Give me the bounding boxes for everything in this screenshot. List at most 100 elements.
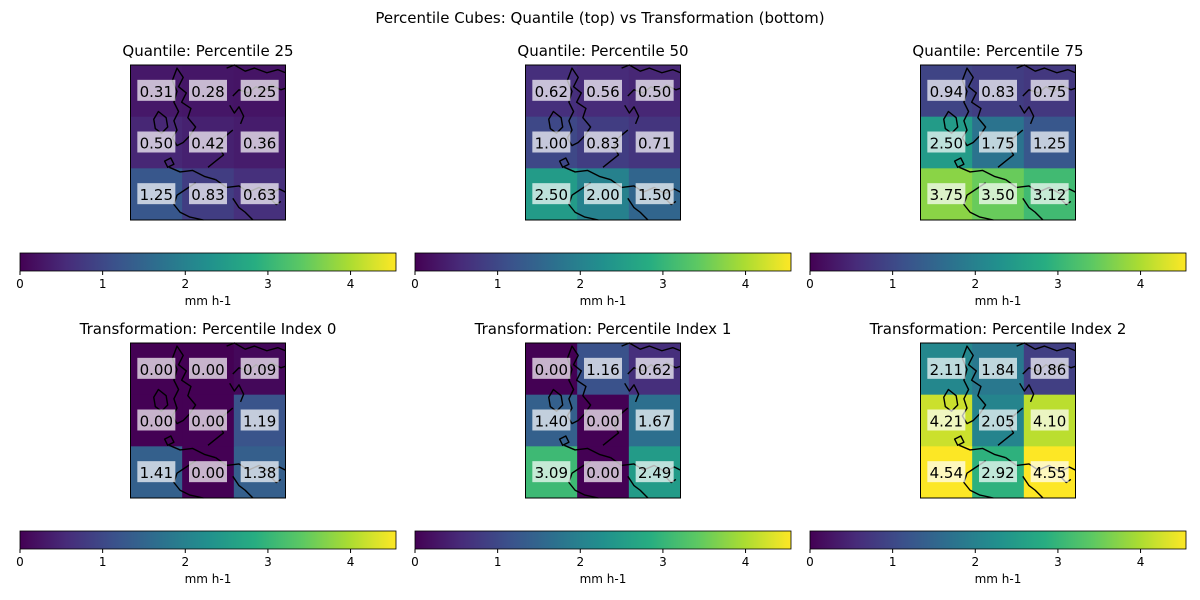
value-label-box <box>635 461 674 483</box>
value-label-box <box>1030 79 1069 101</box>
value-label: 0.83 <box>191 186 224 204</box>
value-label: 0.00 <box>535 361 568 379</box>
coastline <box>568 460 599 499</box>
value-label-box <box>979 461 1017 483</box>
colorbar-tick-label: 4 <box>742 277 750 291</box>
value-label-box <box>532 131 571 153</box>
coastline <box>627 475 649 499</box>
colorbar <box>809 252 1187 272</box>
value-label-box <box>927 183 966 205</box>
value-label: 1.50 <box>638 186 671 204</box>
value-label: 2.50 <box>535 186 568 204</box>
value-label: 3.50 <box>981 186 1014 204</box>
chart-panel-6: Transformation: Percentile Index 2 2.11 1.… <box>806 320 1187 586</box>
map-frame <box>525 342 681 499</box>
colorbar-tick-label: 0 <box>411 555 419 569</box>
colorbar-tick-label: 0 <box>16 277 24 291</box>
coastline <box>558 157 570 169</box>
value-label-box <box>979 79 1017 101</box>
value-label: 0.86 <box>1033 361 1066 379</box>
value-label: 1.75 <box>981 135 1014 153</box>
value-label-box <box>189 183 227 205</box>
colorbar-tick-label: 4 <box>742 555 750 569</box>
coastline <box>171 67 197 147</box>
colorbar-tick-label: 3 <box>659 277 667 291</box>
value-label: 1.84 <box>981 361 1014 379</box>
value-label-box <box>532 409 571 431</box>
value-label: 2.11 <box>930 361 963 379</box>
colorbar-tick-label: 2 <box>576 555 584 569</box>
colorbar-tick-label: 1 <box>494 555 502 569</box>
value-label: 1.38 <box>243 464 276 482</box>
value-label: 1.41 <box>140 464 173 482</box>
value-label: 0.42 <box>191 135 224 153</box>
coastline <box>566 345 592 425</box>
value-label-box <box>927 357 966 379</box>
colorbar-label: mm h-1 <box>975 572 1022 586</box>
value-label: 0.62 <box>535 83 568 101</box>
value-label-box <box>189 131 227 153</box>
value-label-box <box>635 79 674 101</box>
colorbar-tick-label: 1 <box>99 555 107 569</box>
value-label: 4.55 <box>1033 464 1066 482</box>
value-label-box <box>1030 183 1069 205</box>
colorbar-tick-label: 0 <box>411 277 419 291</box>
colorbar-tick-label: 3 <box>1054 277 1062 291</box>
value-label-box <box>927 131 966 153</box>
value-label: 4.54 <box>930 464 963 482</box>
value-label-box <box>927 79 966 101</box>
coastline <box>173 460 204 499</box>
value-label-box <box>137 183 176 205</box>
value-label-box <box>137 357 176 379</box>
value-label-box <box>1030 461 1069 483</box>
coastline <box>558 435 570 447</box>
value-label-box <box>532 357 571 379</box>
value-label: 2.50 <box>930 135 963 153</box>
coastline <box>963 460 994 499</box>
colorbar <box>19 530 397 550</box>
coastline <box>1019 104 1035 125</box>
value-label: 0.50 <box>638 83 671 101</box>
panel-title: Transformation: Percentile Index 2 <box>869 320 1127 338</box>
colorbar <box>414 252 792 272</box>
coastline <box>568 182 599 221</box>
value-label-box <box>635 409 674 431</box>
value-label-box <box>189 409 227 431</box>
value-label-box <box>584 131 622 153</box>
value-label-box <box>137 131 176 153</box>
value-label-box <box>532 461 571 483</box>
value-label-box <box>635 131 674 153</box>
value-label: 4.21 <box>930 413 963 431</box>
colorbar-label: mm h-1 <box>580 572 627 586</box>
coastline <box>163 435 175 447</box>
colorbar <box>809 530 1187 550</box>
value-label-box <box>584 357 622 379</box>
value-label: 0.75 <box>1033 83 1066 101</box>
value-label: 0.09 <box>243 361 276 379</box>
colorbar-label: mm h-1 <box>185 294 232 308</box>
coastline <box>961 345 987 425</box>
chart-panel-2: Quantile: Percentile 50 0.62 0.56 0.50 1.00 0… <box>411 42 792 308</box>
coastline <box>1019 382 1035 403</box>
value-label: 0.00 <box>191 464 224 482</box>
value-label-box <box>189 79 227 101</box>
value-label: 0.56 <box>586 83 619 101</box>
coastline <box>963 182 994 221</box>
value-label: 4.10 <box>1033 413 1066 431</box>
map-frame <box>920 342 1076 499</box>
value-label: 1.25 <box>1033 135 1066 153</box>
coastline <box>168 166 216 181</box>
panel-title: Transformation: Percentile Index 1 <box>474 320 732 338</box>
value-label: 0.00 <box>586 464 619 482</box>
colorbar-tick-label: 0 <box>806 555 814 569</box>
coastline <box>563 444 611 459</box>
colorbar-tick-label: 2 <box>971 555 979 569</box>
coastline <box>958 166 1006 181</box>
value-label-box <box>979 409 1017 431</box>
value-label: 0.28 <box>191 83 224 101</box>
coastline <box>232 197 254 221</box>
value-label: 0.00 <box>191 361 224 379</box>
colorbar-tick-label: 3 <box>264 277 272 291</box>
coastline <box>563 166 611 181</box>
value-label-box <box>137 461 176 483</box>
